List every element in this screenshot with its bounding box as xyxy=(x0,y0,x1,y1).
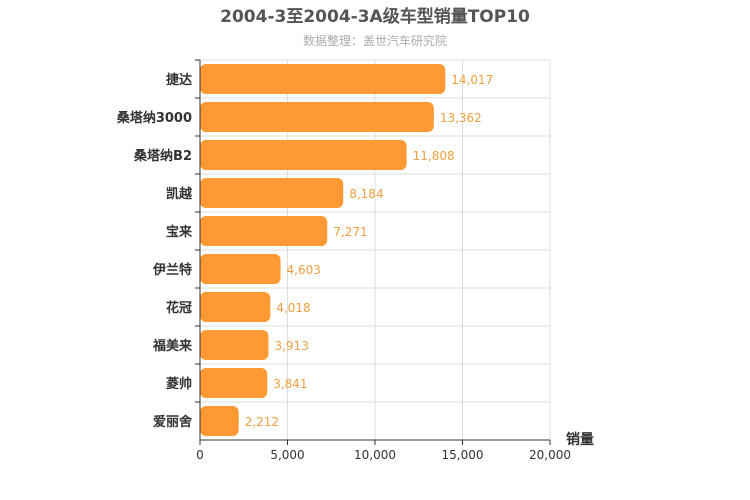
category-label: 菱帅 xyxy=(166,376,192,392)
category-label: 捷达 xyxy=(166,72,192,88)
value-label: 14,017 xyxy=(451,73,493,87)
value-label: 3,913 xyxy=(274,339,308,353)
bar xyxy=(200,254,281,284)
value-label: 4,603 xyxy=(287,263,321,277)
bar xyxy=(200,292,271,322)
category-label: 桑塔纳3000 xyxy=(116,110,192,126)
category-label: 福美来 xyxy=(152,338,193,354)
bar xyxy=(200,368,268,398)
bar xyxy=(200,178,344,208)
bar xyxy=(200,406,239,436)
value-label: 8,184 xyxy=(349,187,383,201)
category-label: 花冠 xyxy=(166,300,192,316)
category-label: 爱丽舍 xyxy=(153,414,193,430)
x-tick-label: 10,000 xyxy=(354,448,396,462)
x-tick-label: 20,000 xyxy=(529,448,571,462)
category-label: 伊兰特 xyxy=(152,262,192,278)
bar xyxy=(200,140,407,170)
labels: 捷达 14,017 桑塔纳3000 13,362 桑塔纳B2 11,808 凯越 8,184 宝… xyxy=(116,59,571,462)
category-label: 桑塔纳B2 xyxy=(133,148,192,164)
x-axis-title: 销量 xyxy=(566,431,594,448)
bar xyxy=(200,330,269,360)
chart-subtitle: 数据整理：盖世汽车研究院 xyxy=(303,33,447,48)
x-tick-label: 15,000 xyxy=(442,448,484,462)
bar xyxy=(200,64,446,94)
category-label: 宝来 xyxy=(166,224,193,240)
bar xyxy=(200,102,434,132)
value-label: 2,212 xyxy=(245,415,279,429)
bar xyxy=(200,216,328,246)
bars xyxy=(200,64,446,436)
grid-lines xyxy=(200,59,551,441)
chart-title: 2004-3至2004-3A级车型销量TOP10 xyxy=(220,6,530,27)
value-label: 7,271 xyxy=(333,225,367,239)
value-label: 11,808 xyxy=(413,149,455,163)
value-label: 13,362 xyxy=(440,111,482,125)
value-label: 3,841 xyxy=(273,377,307,391)
x-tick-label: 5,000 xyxy=(270,448,304,462)
x-tick-label: 0 xyxy=(196,448,204,462)
category-label: 凯越 xyxy=(166,186,193,202)
value-label: 4,018 xyxy=(276,301,310,315)
